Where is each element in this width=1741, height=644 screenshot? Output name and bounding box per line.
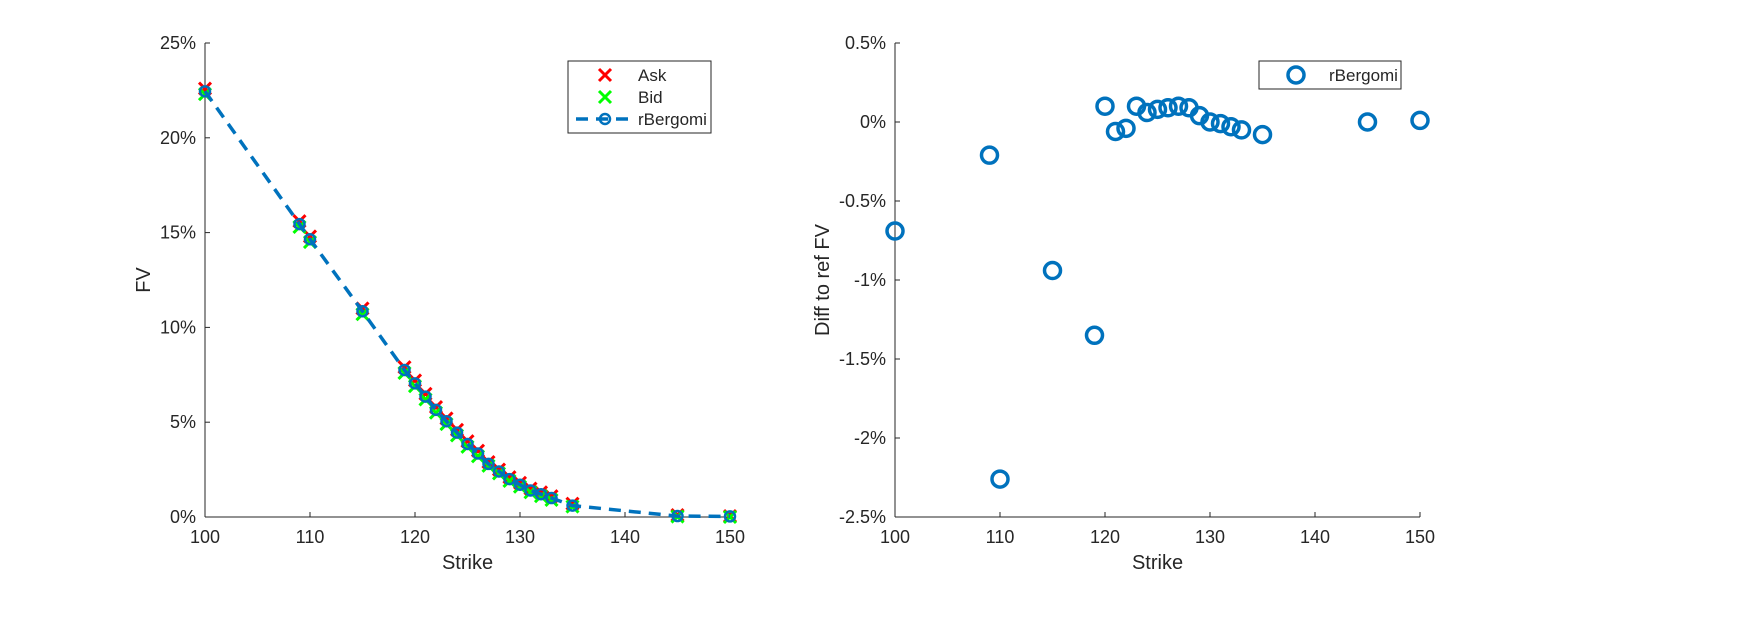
data-point [534,487,548,501]
data-point [723,510,737,523]
y-axis-label: Diff to ref FV [812,223,834,336]
x-tick-label: 130 [505,527,535,547]
legend-marker [597,89,613,105]
series-line [203,90,731,519]
data-point [1105,121,1126,142]
legend-entry: Ask [638,66,667,85]
x-tick-label: 110 [986,527,1015,547]
y-tick-label: -1.5% [839,349,886,369]
data-point [1116,118,1136,139]
x-tick-label: 150 [715,527,745,547]
legend-entry: Bid [638,88,663,107]
x-axis-label: Strike [442,552,493,574]
x-axis-label: Strike [1132,552,1183,574]
legend: Ask Bid rBergomi [567,60,712,134]
data-point [1137,102,1157,123]
y-tick-label: 15% [160,223,196,243]
data-point [524,484,537,497]
x-tick-label: 150 [1405,527,1435,547]
data-point [1210,113,1231,134]
data-point [1147,99,1168,120]
data-point [513,478,527,492]
data-point [1042,260,1063,281]
data-point [885,221,905,241]
y-tick-label: -2% [854,428,886,448]
data-point [545,491,558,505]
data-point [492,465,506,478]
legend-marker [597,67,613,83]
x-tick-label: 100 [190,527,220,547]
x-tick-label: 120 [1090,527,1120,547]
y-tick-label: 25% [160,33,196,53]
data-point [419,390,432,403]
y-tick-label: 5% [170,412,196,432]
y-tick-label: 10% [160,317,196,337]
series-rbergomi [198,85,737,523]
y-tick-label: -2.5% [839,507,886,527]
data-point [1168,96,1189,116]
data-point [1221,116,1241,137]
x-tick-label: 130 [1195,527,1225,547]
y-tick-label: 20% [160,128,196,148]
x-tick-label: 100 [880,527,910,547]
data-point [1252,124,1273,145]
legend-marker [1286,65,1306,85]
data-point [671,509,684,523]
diff-to-ref-fv-chart: 100 110 120 130 140 150 -2.5% -2% -1.5% -1% -0.5% 0… [812,33,1435,574]
y-axis-label: FV [133,267,155,293]
legend-box [1258,60,1402,90]
data-point [482,457,495,471]
data-point [979,145,1000,165]
legend-marker [598,112,612,126]
y-tick-label: -1% [854,270,886,290]
data-point [408,377,422,390]
data-point [1231,120,1252,140]
data-point [1084,325,1105,346]
y-tick-label: 0.5% [845,33,886,53]
data-point [990,469,1010,489]
data-point [1410,110,1430,131]
data-point [1158,98,1178,118]
data-point [198,85,212,98]
legend-box [567,60,712,134]
data-point [461,437,474,451]
data-point [293,217,306,231]
y-tick-label: 0% [170,507,196,527]
data-point [503,472,516,486]
data-point [440,415,453,428]
legend: rBergomi [1258,60,1402,90]
series-rbergomi [885,96,1430,489]
data-point [398,363,411,377]
fv-vs-strike-chart: 100 110 120 130 140 150 0% 5% 10% 15% 20% 25% Strike… [133,33,745,574]
y-tick-label: -0.5% [839,191,886,211]
data-point [356,305,369,318]
data-point [429,403,443,417]
data-point [566,499,579,512]
legend-entry: rBergomi [1329,66,1398,85]
data-point [1200,112,1220,132]
data-point [471,447,485,460]
x-tick-label: 140 [610,527,640,547]
x-tick-label: 110 [296,527,325,547]
x-tick-label: 120 [400,527,430,547]
data-point [303,232,317,246]
data-point [450,426,464,439]
x-tick-label: 140 [1300,527,1330,547]
data-point [1095,96,1115,116]
data-point [1357,112,1378,132]
legend-entry: rBergomi [638,110,707,129]
y-tick-label: 0% [860,112,886,132]
